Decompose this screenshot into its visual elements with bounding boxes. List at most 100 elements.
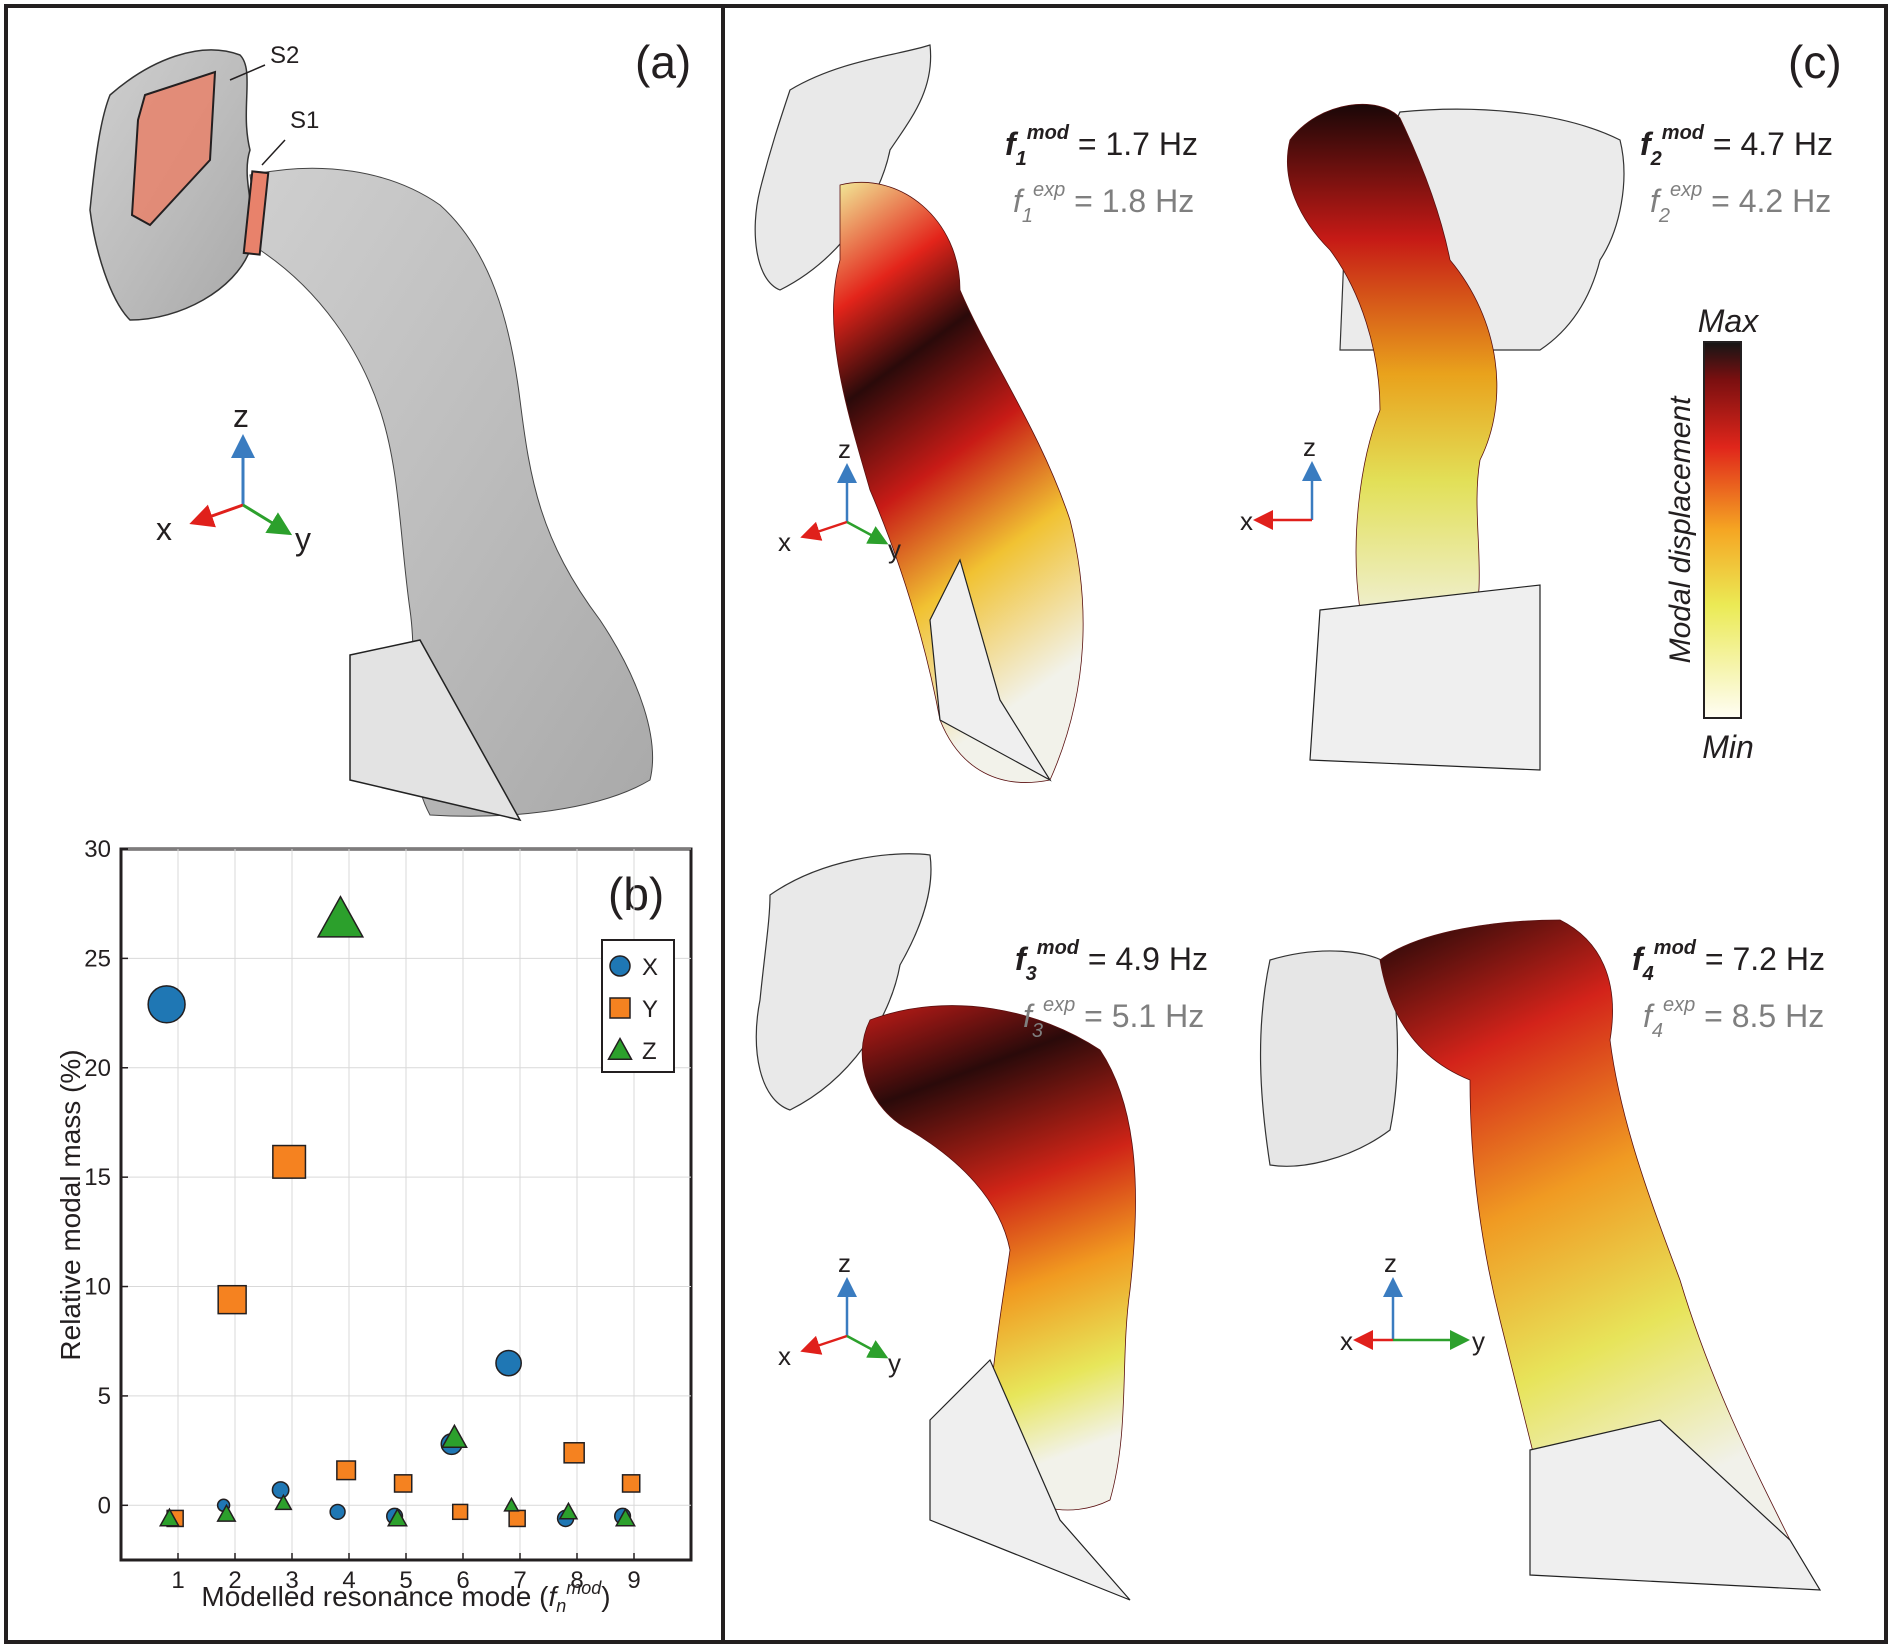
colorbar-title: Modal displacement bbox=[1664, 395, 1697, 663]
data-point-z bbox=[274, 1493, 293, 1511]
svg-text:z: z bbox=[838, 434, 851, 464]
y-tick-label: 20 bbox=[84, 1055, 111, 1082]
data-point-z bbox=[558, 1501, 579, 1520]
y-tick-label: 30 bbox=[84, 836, 111, 863]
legend-label: Y bbox=[642, 996, 658, 1023]
svg-text:z: z bbox=[1384, 1248, 1397, 1278]
axis-triad-a: z x y bbox=[156, 398, 311, 557]
mode-2-exp: f2exp = 4.2 Hz bbox=[1650, 179, 1831, 227]
x-tick-label: 5 bbox=[399, 1567, 412, 1594]
legend-marker-y bbox=[609, 997, 631, 1019]
data-point-x bbox=[329, 1503, 346, 1521]
panel-c: (c) f1mod = 1.7 Hz f1exp = 1.8 Hz z x y bbox=[754, 36, 1842, 1601]
mode-1-exp: f1exp = 1.8 Hz bbox=[1013, 179, 1194, 227]
mode-4-mod: f4mod = 7.2 Hz bbox=[1632, 937, 1825, 985]
x-tick-label: 8 bbox=[570, 1567, 583, 1594]
colorbar-min: Min bbox=[1702, 729, 1754, 765]
mode-4-exp: f4exp = 8.5 Hz bbox=[1643, 994, 1824, 1042]
legend-marker-z bbox=[607, 1036, 633, 1060]
s1-leader bbox=[261, 139, 286, 166]
data-point-x bbox=[495, 1349, 522, 1377]
svg-text:x: x bbox=[778, 1341, 791, 1371]
data-point-y bbox=[217, 1284, 247, 1315]
s1-label: S1 bbox=[290, 107, 319, 134]
y-tick-label: 15 bbox=[84, 1164, 111, 1191]
colorbar-max: Max bbox=[1698, 303, 1759, 339]
legend-label: Z bbox=[642, 1038, 657, 1065]
panel-b: (b) 0 5 10 15 20 25 30 1 2 3 4 5 6 7 8 9 Relative moda… bbox=[55, 836, 693, 1616]
panel-c-label: (c) bbox=[1788, 36, 1842, 88]
s2-leader bbox=[229, 64, 266, 81]
support-block bbox=[349, 639, 522, 822]
x-tick-label: 4 bbox=[342, 1567, 355, 1594]
svg-text:z: z bbox=[838, 1248, 851, 1278]
svg-text:y: y bbox=[1472, 1326, 1485, 1356]
svg-text:y: y bbox=[888, 534, 901, 564]
svg-text:x: x bbox=[1240, 506, 1253, 536]
data-point-z bbox=[158, 1507, 180, 1527]
data-point-y bbox=[336, 1460, 357, 1481]
svg-text:x: x bbox=[778, 527, 791, 557]
x-tick-label: 9 bbox=[627, 1567, 640, 1594]
data-point-z bbox=[386, 1507, 408, 1527]
panel-a-label: (a) bbox=[635, 36, 691, 88]
colorbar bbox=[1703, 341, 1742, 719]
data-point-z bbox=[503, 1496, 520, 1512]
panel-b-label: (b) bbox=[608, 868, 664, 920]
data-markers bbox=[147, 895, 641, 1528]
y-tick-label: 0 bbox=[98, 1492, 111, 1519]
data-point-y bbox=[621, 1474, 641, 1493]
axis-y-label: y bbox=[295, 521, 311, 557]
x-tick-label: 7 bbox=[513, 1567, 526, 1594]
axis-triad-2: z x bbox=[1240, 432, 1322, 536]
axis-x-label: x bbox=[156, 511, 172, 547]
outer-frame bbox=[4, 4, 1888, 1644]
mode-1-model bbox=[754, 44, 1084, 783]
x-axis-label: Modelled resonance mode (fnmod) bbox=[201, 1578, 610, 1616]
y-tick-label: 5 bbox=[98, 1383, 111, 1410]
data-point-y bbox=[563, 1442, 585, 1464]
x-tick-labels: 1 2 3 4 5 6 7 8 9 bbox=[171, 1567, 640, 1594]
x-tick-label: 1 bbox=[171, 1567, 184, 1594]
s2-label: S2 bbox=[270, 42, 299, 69]
data-point-x bbox=[147, 985, 186, 1024]
data-point-y bbox=[393, 1474, 413, 1493]
mode-3-mod: f3mod = 4.9 Hz bbox=[1015, 937, 1208, 985]
surface-s2 bbox=[130, 70, 217, 227]
panel-a: (a) S2 S1 z x y bbox=[89, 36, 691, 822]
x-tick-label: 2 bbox=[228, 1567, 241, 1594]
legend-label: X bbox=[642, 954, 658, 981]
svg-text:y: y bbox=[888, 1348, 901, 1378]
svg-text:x: x bbox=[1340, 1326, 1353, 1356]
legend-marker-x bbox=[609, 955, 631, 977]
mode-1-mod: f1mod = 1.7 Hz bbox=[1005, 122, 1198, 170]
data-point-y bbox=[272, 1144, 307, 1179]
y-tick-label: 25 bbox=[84, 945, 111, 972]
y-axis-label: Relative modal mass (%) bbox=[55, 1049, 86, 1360]
x-tick-label: 6 bbox=[456, 1567, 469, 1594]
svg-text:z: z bbox=[1303, 432, 1316, 462]
mode-2-mod: f2mod = 4.7 Hz bbox=[1640, 122, 1833, 170]
mode-3-model bbox=[755, 853, 1136, 1601]
data-point-z bbox=[441, 1423, 468, 1448]
gridlines bbox=[121, 848, 691, 1560]
data-point-z bbox=[216, 1503, 237, 1522]
y-tick-labels: 0 5 10 15 20 25 30 bbox=[84, 836, 111, 1519]
y-tick-label: 10 bbox=[84, 1274, 111, 1301]
mode-3-exp: f3exp = 5.1 Hz bbox=[1023, 994, 1204, 1042]
data-point-y bbox=[508, 1509, 526, 1528]
data-point-y bbox=[451, 1503, 469, 1521]
axis-triad-1: z x y bbox=[778, 434, 901, 564]
x-tick-label: 3 bbox=[285, 1567, 298, 1594]
data-point-x bbox=[271, 1481, 290, 1499]
mode-2-model bbox=[1287, 103, 1625, 771]
legend: XYZ bbox=[601, 939, 675, 1073]
airway-model bbox=[249, 167, 653, 817]
mode-4-model bbox=[1259, 919, 1822, 1591]
axis-z-label: z bbox=[233, 398, 249, 434]
axis-triad-4: z x y bbox=[1340, 1248, 1485, 1356]
surface-s1 bbox=[242, 170, 270, 256]
data-point-z bbox=[316, 895, 365, 938]
data-point-z bbox=[614, 1507, 636, 1527]
